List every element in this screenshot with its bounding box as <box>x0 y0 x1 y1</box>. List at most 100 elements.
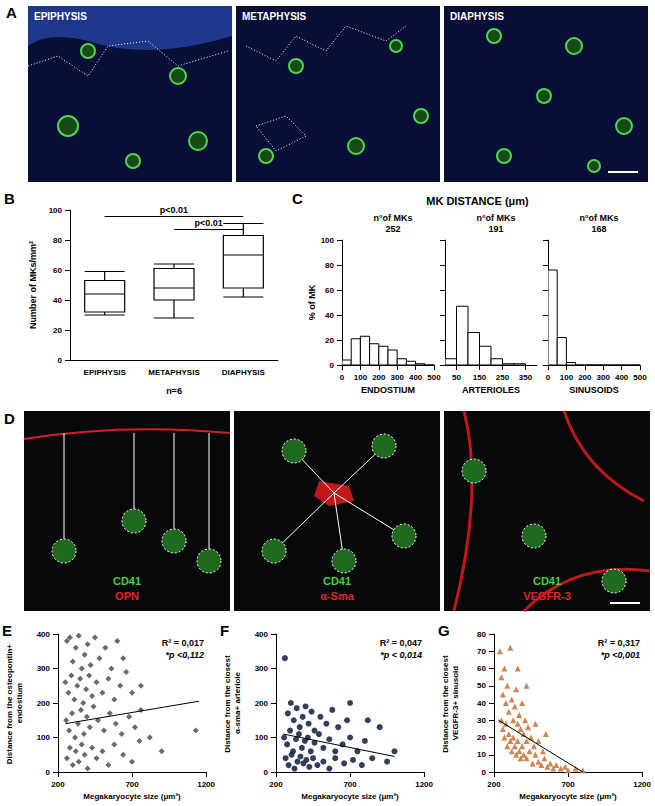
svg-text:50: 50 <box>477 681 486 690</box>
svg-text:*p <0,001: *p <0,001 <box>601 650 640 660</box>
svg-text:300: 300 <box>255 664 269 673</box>
svg-text:EPIPHYSIS: EPIPHYSIS <box>84 368 127 377</box>
svg-text:0: 0 <box>58 356 63 365</box>
svg-text:400: 400 <box>409 373 423 382</box>
svg-text:n=6: n=6 <box>166 386 182 396</box>
svg-text:R² = 0,317: R² = 0,317 <box>598 638 640 648</box>
svg-text:252: 252 <box>385 224 400 234</box>
svg-text:60: 60 <box>477 664 486 673</box>
svg-text:191: 191 <box>488 224 503 234</box>
svg-text:250: 250 <box>496 373 510 382</box>
svg-text:CD41: CD41 <box>113 575 141 587</box>
svg-text:300: 300 <box>391 373 405 382</box>
svg-text:Number of MKs/mm²: Number of MKs/mm² <box>28 241 38 329</box>
svg-text:p<0.01: p<0.01 <box>160 205 188 215</box>
svg-text:80: 80 <box>477 630 486 639</box>
svg-text:400: 400 <box>255 630 269 639</box>
svg-text:METAPHYSIS: METAPHYSIS <box>148 368 200 377</box>
svg-text:R² = 0,047: R² = 0,047 <box>380 638 422 648</box>
svg-text:30: 30 <box>477 716 486 725</box>
svg-text:ARTERIOLES: ARTERIOLES <box>462 385 520 395</box>
svg-text:Megakaryocyte size (μm²): Megakaryocyte size (μm²) <box>519 792 617 801</box>
svg-text:200: 200 <box>37 699 51 708</box>
svg-text:200: 200 <box>255 699 269 708</box>
svg-text:p<0.01: p<0.01 <box>195 218 223 228</box>
svg-text:100: 100 <box>321 236 335 245</box>
svg-text:60: 60 <box>325 286 334 295</box>
svg-text:350: 350 <box>519 373 533 382</box>
svg-text:40: 40 <box>477 699 486 708</box>
svg-text:endostium: endostium <box>15 683 24 723</box>
svg-text:200: 200 <box>269 780 283 789</box>
svg-text:70: 70 <box>477 647 486 656</box>
html-text:A: A <box>6 4 17 21</box>
svg-text:0: 0 <box>482 768 487 777</box>
svg-text:50: 50 <box>452 373 461 382</box>
svg-text:100: 100 <box>37 733 51 742</box>
svg-text:100: 100 <box>560 373 574 382</box>
svg-text:20: 20 <box>325 336 334 345</box>
svg-text:0: 0 <box>46 768 51 777</box>
svg-text:500: 500 <box>633 373 647 382</box>
svg-text:n°of MKs: n°of MKs <box>373 213 412 223</box>
svg-text:α-Sma: α-Sma <box>320 590 355 602</box>
svg-text:VEGFR-3+ sinusoid: VEGFR-3+ sinusoid <box>451 666 460 741</box>
svg-text:40: 40 <box>325 311 334 320</box>
svg-text:1200: 1200 <box>633 780 651 789</box>
svg-text:300: 300 <box>597 373 611 382</box>
svg-text:Megakaryocyte size (μm²): Megakaryocyte size (μm²) <box>83 792 181 801</box>
svg-text:EPIPHYSIS: EPIPHYSIS <box>34 11 87 22</box>
html-text:G: G <box>438 622 450 639</box>
svg-text:60: 60 <box>53 266 62 275</box>
svg-text:200: 200 <box>578 373 592 382</box>
svg-text:300: 300 <box>37 664 51 673</box>
svg-text:20: 20 <box>53 326 62 335</box>
svg-text:n°of MKs: n°of MKs <box>476 213 515 223</box>
svg-text:R² = 0,017: R² = 0,017 <box>162 638 204 648</box>
svg-text:0: 0 <box>546 373 551 382</box>
svg-text:200: 200 <box>51 780 65 789</box>
svg-text:OPN: OPN <box>115 590 139 602</box>
svg-text:1200: 1200 <box>415 780 433 789</box>
svg-text:Distance from the osteopontin+: Distance from the osteopontin+ <box>5 642 14 764</box>
svg-text:80: 80 <box>53 236 62 245</box>
svg-text:10: 10 <box>477 750 486 759</box>
svg-text:% of MK: % of MK <box>307 284 317 320</box>
svg-text:SINUSOIDS: SINUSOIDS <box>569 385 619 395</box>
svg-text:DIAPHYSIS: DIAPHYSIS <box>222 368 266 377</box>
svg-text:100: 100 <box>354 373 368 382</box>
svg-text:*p <0,112: *p <0,112 <box>165 650 204 660</box>
svg-text:CD41: CD41 <box>533 575 561 587</box>
svg-text:Distance from the closest: Distance from the closest <box>223 653 232 753</box>
svg-text:20: 20 <box>477 733 486 742</box>
svg-text:n°of MKs: n°of MKs <box>579 213 618 223</box>
svg-text:0: 0 <box>330 361 335 370</box>
svg-text:CD41: CD41 <box>323 575 351 587</box>
svg-text:DIAPHYSIS: DIAPHYSIS <box>450 11 504 22</box>
svg-text:ENDOSTIUM: ENDOSTIUM <box>361 385 415 395</box>
svg-text:α-sma+ arteriole: α-sma+ arteriole <box>233 671 242 734</box>
svg-text:*p < 0,014: *p < 0,014 <box>380 650 422 660</box>
svg-text:100: 100 <box>255 733 269 742</box>
svg-text:168: 168 <box>591 224 606 234</box>
svg-text:700: 700 <box>561 780 575 789</box>
svg-text:100: 100 <box>49 206 63 215</box>
svg-text:400: 400 <box>37 630 51 639</box>
svg-text:Megakaryocyte size (μm²): Megakaryocyte size (μm²) <box>301 792 399 801</box>
svg-text:MK DISTANCE (μm): MK DISTANCE (μm) <box>426 195 529 207</box>
svg-text:400: 400 <box>615 373 629 382</box>
svg-text:200: 200 <box>487 780 501 789</box>
svg-text:0: 0 <box>340 373 345 382</box>
svg-text:500: 500 <box>427 373 441 382</box>
svg-text:40: 40 <box>53 296 62 305</box>
svg-text:METAPHYSIS: METAPHYSIS <box>242 11 307 22</box>
svg-text:200: 200 <box>372 373 386 382</box>
svg-text:0: 0 <box>264 768 269 777</box>
svg-text:700: 700 <box>125 780 139 789</box>
svg-text:Distance from the closest: Distance from the closest <box>441 653 450 753</box>
svg-text:VEGFR-3: VEGFR-3 <box>523 590 571 602</box>
svg-text:700: 700 <box>343 780 357 789</box>
svg-text:80: 80 <box>325 261 334 270</box>
svg-text:1200: 1200 <box>197 780 215 789</box>
svg-text:150: 150 <box>473 373 487 382</box>
